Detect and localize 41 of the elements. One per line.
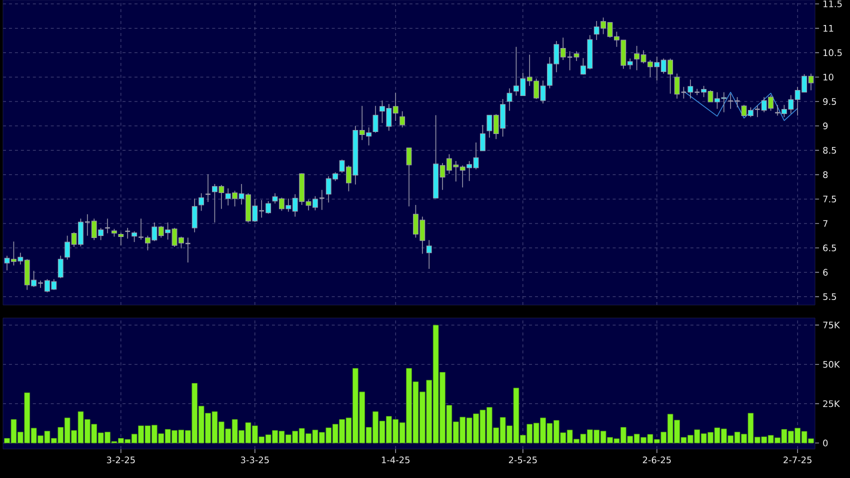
candlestick xyxy=(118,232,124,246)
y-tick-label: 50K xyxy=(823,361,840,368)
x-tick-label: 1-4-25 xyxy=(382,456,410,464)
candlestick xyxy=(318,189,325,210)
candlestick xyxy=(204,174,212,202)
x-tick-label: 3-2-25 xyxy=(106,456,135,464)
y-tick-label: 7 xyxy=(823,220,828,227)
candlestick xyxy=(506,88,512,112)
candlestick xyxy=(406,147,412,207)
y-tick-label: 6 xyxy=(823,268,828,276)
candlestick xyxy=(58,255,64,279)
y-tick-label: 9.5 xyxy=(823,98,836,105)
y-tick-label: 9 xyxy=(823,122,828,130)
candlestick xyxy=(674,73,680,99)
x-tick-label: 2-7-25 xyxy=(784,456,812,464)
y-tick-label: 11 xyxy=(824,25,834,32)
candlestick xyxy=(480,124,486,152)
y-tick-label: 25K xyxy=(823,400,840,408)
line-series xyxy=(683,90,798,121)
y-tick-label: 75K xyxy=(823,322,840,328)
x-tick-label: 3-3-25 xyxy=(240,456,269,464)
candlestick xyxy=(372,105,378,134)
candlestick xyxy=(192,198,198,233)
y-tick-label: 0 xyxy=(823,440,828,446)
candlestick xyxy=(426,240,432,270)
candlestick xyxy=(124,227,131,240)
y-tick-label: 8.5 xyxy=(823,146,836,154)
x-tick-label: 2-5-25 xyxy=(508,456,537,464)
y-tick-label: 6.5 xyxy=(823,244,836,252)
candlestick xyxy=(400,110,406,128)
y-tick-label: 10 xyxy=(824,74,834,80)
candlestick xyxy=(198,192,204,212)
x-tick-label: 2-6-25 xyxy=(642,456,671,464)
y-tick-label: 7.5 xyxy=(823,196,836,202)
candlestick xyxy=(574,50,580,62)
candlestick xyxy=(132,230,138,242)
y-tick-label: 8 xyxy=(823,171,828,178)
y-tick-label: 5.5 xyxy=(823,293,836,300)
y-tick-label: 10.5 xyxy=(824,49,842,56)
y-tick-label: 11.5 xyxy=(824,0,842,8)
candlestick xyxy=(104,218,111,234)
